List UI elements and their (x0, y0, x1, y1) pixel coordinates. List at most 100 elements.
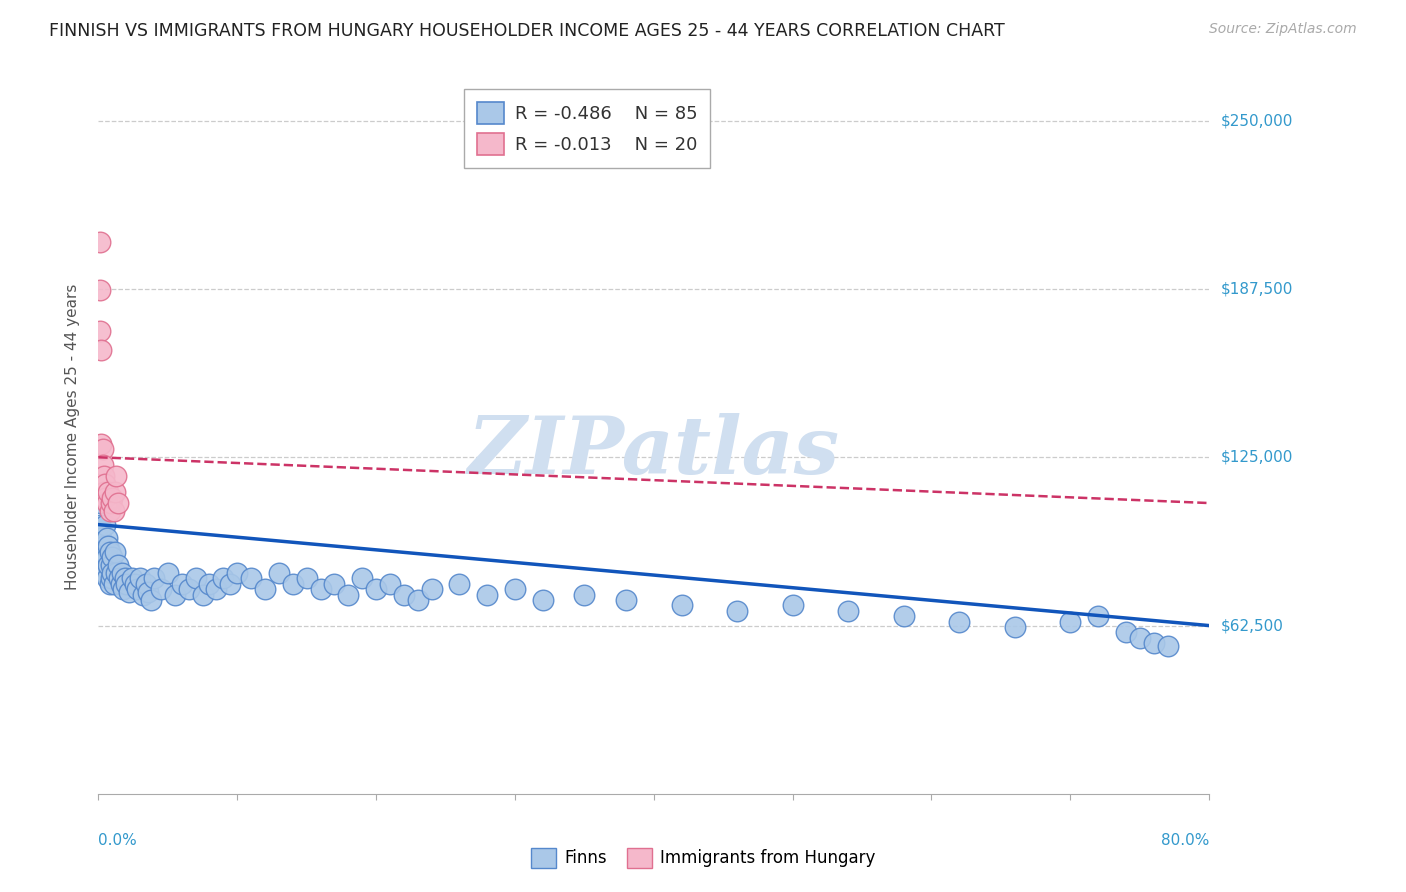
Point (121, 571, 143, 585)
Point (98, 577, 121, 591)
Point (948, 615, 970, 629)
Point (149, 582, 172, 597)
Point (104, 485, 127, 500)
Point (104, 544, 127, 558)
Text: 0.0%: 0.0% (98, 833, 138, 847)
Point (114, 571, 136, 585)
Point (90, 437, 112, 451)
Point (105, 469, 128, 483)
Point (89, 235, 111, 249)
Text: 80.0%: 80.0% (1161, 833, 1209, 847)
Point (93, 485, 115, 500)
Point (725, 604, 748, 618)
Point (107, 558, 129, 572)
Point (163, 588, 186, 602)
Text: $250,000: $250,000 (1220, 113, 1292, 128)
Point (98, 504, 121, 518)
Point (1059, 615, 1081, 629)
Point (352, 571, 374, 585)
Point (90, 496, 112, 510)
Point (406, 593, 429, 607)
Point (112, 582, 135, 597)
Text: ZIPatlas: ZIPatlas (468, 413, 839, 490)
Point (91, 558, 114, 572)
Point (240, 571, 263, 585)
Point (107, 496, 129, 510)
Point (141, 593, 163, 607)
Point (782, 599, 804, 613)
Point (184, 571, 207, 585)
Point (94, 477, 117, 491)
Point (1115, 625, 1137, 640)
Point (531, 593, 554, 607)
Point (97, 558, 120, 572)
Point (110, 577, 132, 591)
Point (1129, 631, 1152, 645)
Point (111, 566, 134, 580)
Point (1087, 609, 1109, 624)
Point (115, 577, 138, 591)
Point (191, 588, 214, 602)
Point (93, 539, 115, 553)
Point (96, 496, 118, 510)
Point (253, 582, 276, 597)
Point (366, 582, 388, 597)
Point (170, 577, 193, 591)
Legend: Finns, Immigrants from Hungary: Finns, Immigrants from Hungary (524, 841, 882, 875)
Point (90, 531, 112, 545)
Point (132, 588, 155, 602)
Point (1143, 636, 1166, 650)
Point (94, 491, 117, 505)
Point (475, 588, 499, 602)
Point (129, 571, 152, 585)
Point (378, 577, 401, 591)
Point (101, 549, 124, 564)
Point (103, 577, 125, 591)
Point (323, 577, 346, 591)
Point (337, 588, 360, 602)
Point (96, 571, 118, 585)
Point (94, 517, 117, 532)
Point (89, 517, 111, 532)
Point (143, 571, 166, 585)
Point (156, 566, 179, 580)
Point (97, 539, 120, 553)
Text: $125,000: $125,000 (1220, 450, 1292, 465)
Point (503, 582, 526, 597)
Point (177, 582, 200, 597)
Point (267, 566, 290, 580)
Point (89, 324, 111, 338)
Point (671, 599, 693, 613)
Point (124, 577, 146, 591)
Point (108, 571, 131, 585)
Point (90, 343, 112, 357)
Point (281, 577, 304, 591)
Point (94, 566, 117, 580)
Text: FINNISH VS IMMIGRANTS FROM HUNGARY HOUSEHOLDER INCOME AGES 25 - 44 YEARS CORRELA: FINNISH VS IMMIGRANTS FROM HUNGARY HOUSE… (49, 22, 1005, 40)
Point (392, 588, 415, 602)
Point (205, 582, 228, 597)
Point (100, 571, 122, 585)
Point (103, 504, 125, 518)
Point (118, 585, 141, 599)
Point (893, 609, 915, 624)
Point (105, 566, 128, 580)
Point (219, 577, 242, 591)
Point (449, 577, 471, 591)
Point (198, 577, 221, 591)
Point (91, 544, 114, 558)
Point (93, 469, 115, 483)
Point (226, 566, 249, 580)
Point (93, 549, 115, 564)
Y-axis label: Householder Income Ages 25 - 44 years: Householder Income Ages 25 - 44 years (65, 284, 80, 591)
Text: Source: ZipAtlas.com: Source: ZipAtlas.com (1209, 22, 1357, 37)
Point (212, 571, 235, 585)
Point (295, 571, 318, 585)
Point (96, 549, 118, 564)
Point (101, 491, 124, 505)
Point (101, 566, 124, 580)
Point (135, 577, 157, 591)
Point (127, 582, 149, 597)
Point (1156, 639, 1178, 653)
Point (614, 593, 637, 607)
